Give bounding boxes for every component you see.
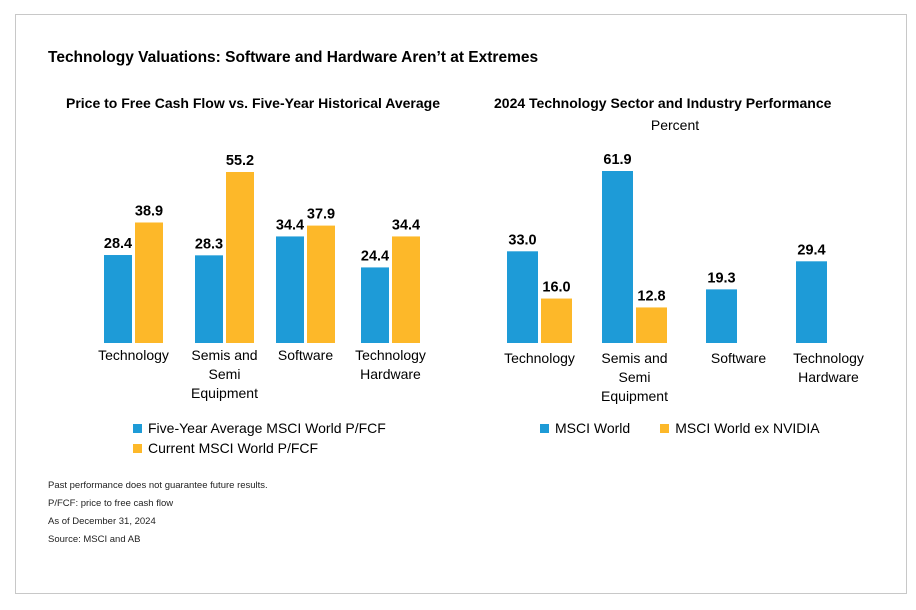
- left-chart-title: Price to Free Cash Flow vs. Five-Year Hi…: [66, 95, 441, 111]
- bar: [706, 289, 737, 343]
- figure-frame: [15, 14, 907, 594]
- left-legend: Five-Year Average MSCI World P/FCF Curre…: [133, 418, 386, 458]
- category-label: Semi: [619, 369, 651, 385]
- category-label: Technology: [355, 347, 426, 363]
- category-label: Semis and: [191, 347, 257, 363]
- bar: [392, 236, 420, 343]
- data-label: 34.4: [392, 217, 420, 233]
- bar: [195, 255, 223, 343]
- bar: [276, 236, 304, 343]
- data-label: 29.4: [797, 242, 825, 258]
- right-chart-subtitle: Percent: [650, 117, 700, 133]
- category-label: Hardware: [798, 369, 859, 385]
- category-label: Hardware: [360, 366, 421, 382]
- legend-label: MSCI World: [555, 420, 631, 436]
- left-legend-item-1: Five-Year Average MSCI World P/FCF: [133, 418, 386, 438]
- category-label: Technology: [793, 350, 864, 366]
- category-label: Technology: [98, 347, 169, 363]
- data-label: 24.4: [361, 248, 389, 264]
- bar: [796, 261, 827, 343]
- category-label: Software: [711, 350, 766, 366]
- category-label: Technology: [504, 350, 575, 366]
- footnotes: Past performance does not guarantee futu…: [48, 477, 268, 549]
- data-label: 28.3: [195, 236, 223, 252]
- right-legend-item-1: MSCI World: [540, 418, 630, 438]
- right-legend: MSCI World MSCI World ex NVIDIA: [540, 418, 820, 438]
- legend-label: Current MSCI World P/FCF: [148, 440, 319, 456]
- bar: [104, 255, 132, 343]
- legend-label: Five-Year Average MSCI World P/FCF: [148, 420, 386, 436]
- data-label: 55.2: [226, 153, 254, 169]
- legend-swatch-yellow: [133, 443, 142, 453]
- data-label: 19.3: [707, 270, 735, 286]
- data-label: 34.4: [276, 217, 304, 233]
- category-label: Semis and: [601, 350, 667, 366]
- data-label: 12.8: [637, 288, 665, 304]
- bar: [135, 222, 163, 343]
- data-label: 38.9: [135, 203, 163, 219]
- data-label: 28.4: [104, 236, 132, 252]
- legend-label: MSCI World ex NVIDIA: [675, 420, 820, 436]
- bar: [361, 267, 389, 343]
- bar: [541, 298, 572, 343]
- bar: [226, 172, 254, 343]
- bar: [636, 307, 667, 343]
- right-legend-item-2: MSCI World ex NVIDIA: [660, 418, 820, 438]
- left-legend-item-2: Current MSCI World P/FCF: [133, 438, 386, 458]
- data-label: 37.9: [307, 207, 335, 223]
- footnote: P/FCF: price to free cash flow: [48, 498, 174, 509]
- category-label: Equipment: [601, 388, 668, 404]
- main-title: Technology Valuations: Software and Hard…: [48, 49, 539, 66]
- bar: [507, 251, 538, 343]
- footnote: Source: MSCI and AB: [48, 534, 141, 545]
- data-label: 61.9: [603, 152, 631, 168]
- legend-swatch-blue: [540, 423, 549, 433]
- category-label: Equipment: [191, 385, 258, 401]
- data-label: 16.0: [542, 280, 570, 296]
- category-label: Software: [278, 347, 333, 363]
- right-chart-title: 2024 Technology Sector and Industry Perf…: [494, 95, 832, 111]
- legend-swatch-blue: [133, 423, 142, 433]
- data-label: 33.0: [508, 232, 536, 248]
- footnote: As of December 31, 2024: [48, 516, 156, 527]
- legend-swatch-yellow: [660, 423, 670, 433]
- category-label: Semi: [209, 366, 241, 382]
- bar: [602, 171, 633, 343]
- footnote: Past performance does not guarantee futu…: [48, 480, 268, 491]
- bar: [307, 225, 335, 343]
